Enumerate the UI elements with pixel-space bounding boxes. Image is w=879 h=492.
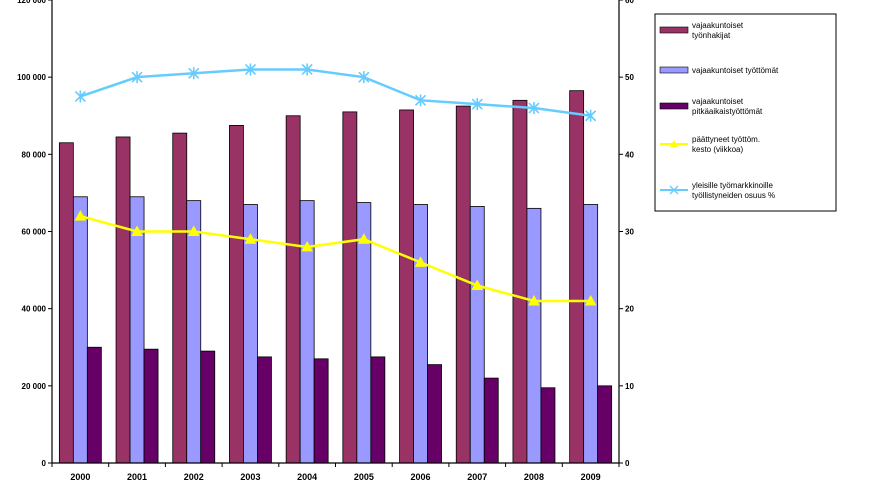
legend-marker-3 bbox=[670, 140, 678, 147]
x-tick-label: 2006 bbox=[411, 472, 431, 482]
legend-label-1: vajaakuntoiset työttömät bbox=[692, 66, 779, 75]
line-1-point-2009 bbox=[585, 109, 597, 122]
x-tick-label: 2000 bbox=[70, 472, 90, 482]
line-0-point-2004 bbox=[301, 240, 313, 252]
line-0 bbox=[80, 214, 591, 303]
right-tick-label: 30 bbox=[625, 228, 634, 237]
line-0-point-2006 bbox=[414, 256, 427, 267]
line-0-point-2003 bbox=[244, 233, 257, 244]
line-0-point-2009 bbox=[584, 294, 597, 306]
bar-0-2004 bbox=[285, 115, 301, 464]
legend-label-3: päättyneet työttöm. bbox=[692, 135, 760, 144]
bar-2-2006 bbox=[427, 364, 442, 464]
legend-marker-4 bbox=[669, 185, 679, 195]
left-tick-label: 40 000 bbox=[22, 305, 47, 314]
legend-label-4: yleisille työmarkkinoille bbox=[692, 181, 773, 190]
bar-1-2007 bbox=[469, 206, 485, 464]
bar-2-2008 bbox=[540, 387, 556, 464]
left-tick-label: 0 bbox=[42, 459, 47, 468]
x-tick-label: 2007 bbox=[467, 472, 487, 482]
left-tick-label: 60 000 bbox=[22, 228, 47, 237]
right-tick-label: 0 bbox=[625, 459, 630, 468]
left-tick-label: 20 000 bbox=[22, 382, 47, 391]
bar-1-2000 bbox=[72, 196, 88, 464]
bar-2-2007 bbox=[483, 377, 499, 464]
left-tick-label: 80 000 bbox=[22, 150, 47, 159]
bars-layer bbox=[58, 90, 613, 464]
legend-label-3: kesto (viikkoa) bbox=[692, 145, 743, 154]
left-tick-label: 100 000 bbox=[17, 73, 46, 82]
axes-layer: 0 20 000 40 000 60 000 80 000 100 000 120 000 0… bbox=[17, 0, 634, 482]
line-0-point-2007 bbox=[471, 279, 484, 291]
line-1-point-2000 bbox=[74, 90, 86, 103]
bar-0-2008 bbox=[512, 99, 528, 464]
legend: vajaakuntoisettyönhakijatvajaakuntoiset … bbox=[654, 13, 837, 212]
bar-0-2002 bbox=[172, 132, 188, 464]
legend-label-2: vajaakuntoiset bbox=[692, 97, 744, 106]
line-1-point-2002 bbox=[188, 67, 200, 80]
bar-0-2006 bbox=[399, 109, 414, 464]
right-tick-label: 10 bbox=[625, 382, 634, 391]
bar-1-2008 bbox=[526, 207, 542, 464]
line-0-point-2005 bbox=[358, 233, 370, 244]
x-tick-label: 2005 bbox=[354, 472, 374, 482]
line-1-point-2008 bbox=[528, 102, 540, 115]
legend-label-0: työnhakijat bbox=[692, 31, 731, 40]
legend-label-0: vajaakuntoiset bbox=[692, 21, 744, 30]
legend-label-4: työllistyneiden osuus % bbox=[692, 191, 775, 200]
bar-1-2006 bbox=[413, 204, 428, 464]
legend-swatch-1 bbox=[659, 66, 689, 74]
bar-1-2002 bbox=[186, 200, 202, 464]
bar-0-2000 bbox=[58, 142, 74, 464]
right-tick-label: 50 bbox=[625, 73, 634, 82]
line-1-point-2006 bbox=[414, 94, 427, 107]
x-tick-label: 2009 bbox=[581, 472, 601, 482]
bar-1-2004 bbox=[299, 200, 315, 464]
bar-2-2002 bbox=[200, 350, 216, 464]
legend-label-2: pitkäaikaistyöttömät bbox=[692, 107, 763, 116]
line-0-point-2002 bbox=[187, 225, 200, 236]
line-0-point-2001 bbox=[131, 225, 143, 236]
bar-2-2000 bbox=[86, 346, 102, 464]
line-0-point-2008 bbox=[528, 294, 540, 306]
bar-0-2001 bbox=[115, 136, 131, 464]
left-tick-label: 120 000 bbox=[17, 0, 46, 5]
line-1-point-2004 bbox=[301, 63, 313, 76]
line-1-point-2003 bbox=[244, 63, 257, 76]
bar-2-2003 bbox=[257, 356, 272, 464]
right-tick-label: 40 bbox=[625, 150, 634, 159]
bar-0-2005 bbox=[342, 111, 358, 464]
right-tick-label: 60 bbox=[625, 0, 634, 5]
line-1 bbox=[79, 68, 591, 117]
bar-2-2004 bbox=[313, 358, 329, 464]
bar-0-2003 bbox=[229, 124, 244, 464]
bar-1-2001 bbox=[129, 196, 145, 464]
x-tick-label: 2004 bbox=[297, 472, 317, 482]
bar-0-2007 bbox=[455, 105, 471, 464]
x-tick-label: 2002 bbox=[184, 472, 204, 482]
legend-swatch-0 bbox=[659, 26, 689, 34]
bar-2-2009 bbox=[597, 385, 613, 464]
line-1-point-2001 bbox=[131, 71, 143, 84]
line-1-point-2007 bbox=[471, 98, 483, 111]
legend-swatch-2 bbox=[659, 102, 689, 110]
line-0-point-2000 bbox=[74, 210, 87, 221]
line-1-point-2005 bbox=[358, 71, 370, 84]
legend-box bbox=[654, 13, 837, 212]
x-tick-label: 2003 bbox=[240, 472, 260, 482]
bar-1-2009 bbox=[583, 204, 599, 464]
lines-layer bbox=[74, 63, 597, 306]
bar-2-2001 bbox=[143, 348, 159, 464]
bar-0-2009 bbox=[569, 90, 585, 464]
x-tick-label: 2008 bbox=[524, 472, 544, 482]
bar-2-2005 bbox=[370, 356, 386, 464]
x-tick-label: 2001 bbox=[127, 472, 147, 482]
right-tick-label: 20 bbox=[625, 305, 634, 314]
